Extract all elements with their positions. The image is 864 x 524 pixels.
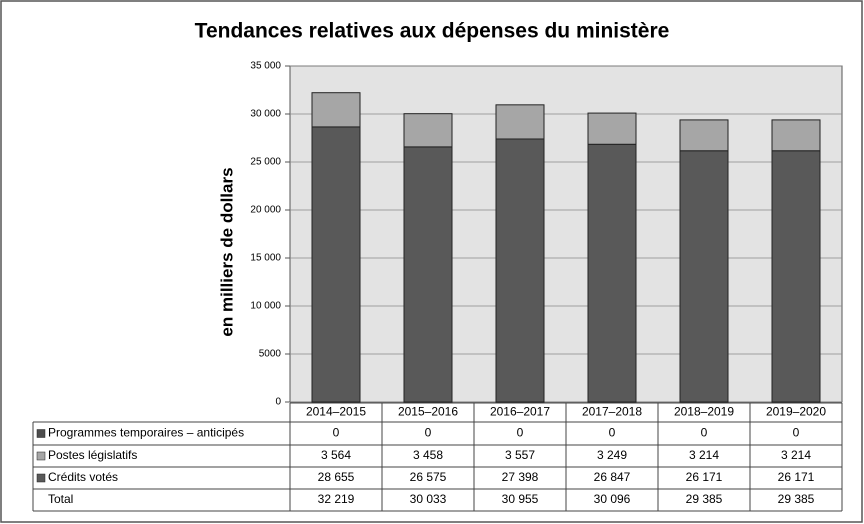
table-value: 26 171 — [686, 470, 723, 484]
bar-segment — [495, 104, 545, 140]
x-tick-label: 2016–2017 — [490, 405, 550, 419]
table-total: 29 385 — [686, 492, 723, 506]
table-total: 30 033 — [410, 492, 447, 506]
bar-segment — [679, 119, 729, 152]
legend-swatch — [36, 451, 46, 461]
table-total: 29 385 — [778, 492, 815, 506]
x-tick-label: 2017–2018 — [582, 405, 642, 419]
y-tick-label: 35 000 — [250, 61, 281, 72]
x-tick-label: 2015–2016 — [398, 405, 458, 419]
bar-segment — [403, 146, 453, 403]
table-value: 0 — [701, 426, 708, 440]
table-value: 3 214 — [781, 448, 811, 462]
table-value: 3 214 — [689, 448, 719, 462]
plot-area — [289, 65, 843, 403]
bar-segment — [771, 150, 821, 403]
table-total: 30 096 — [594, 492, 631, 506]
table-value: 26 575 — [410, 470, 447, 484]
y-tick-label: 20 000 — [250, 205, 281, 216]
table-value: 27 398 — [502, 470, 539, 484]
y-tick-label: 30 000 — [250, 109, 281, 120]
y-tick-label: 15 000 — [250, 253, 281, 264]
bar-segment — [587, 112, 637, 145]
bar-segment — [311, 126, 361, 403]
table-total: 32 219 — [318, 492, 355, 506]
legend-label: Programmes temporaires – anticipés — [48, 426, 244, 440]
table-value: 0 — [425, 426, 432, 440]
table-value: 0 — [609, 426, 616, 440]
bar-segment — [495, 138, 545, 403]
bar-segment — [679, 150, 729, 403]
table-value: 0 — [333, 426, 340, 440]
table-value: 3 557 — [505, 448, 535, 462]
legend-swatch — [36, 429, 46, 438]
table-value: 28 655 — [318, 470, 355, 484]
bar-segment — [771, 119, 821, 152]
chart-title: Tendances relatives aux dépenses du mini… — [195, 20, 670, 43]
table-value: 26 171 — [778, 470, 815, 484]
table-value: 3 564 — [321, 448, 351, 462]
table-value: 0 — [517, 426, 524, 440]
table-value: 3 458 — [413, 448, 443, 462]
x-tick-label: 2018–2019 — [674, 405, 734, 419]
bar-segment — [311, 92, 361, 128]
table-value: 3 249 — [597, 448, 627, 462]
table-total: 30 955 — [502, 492, 539, 506]
y-tick-label: 5000 — [259, 349, 282, 360]
table-value: 0 — [793, 426, 800, 440]
y-tick-label: 25 000 — [250, 157, 281, 168]
x-tick-label: 2019–2020 — [766, 405, 826, 419]
y-axis-label: en milliers de dollars — [217, 167, 236, 336]
y-tick-label: 10 000 — [250, 301, 281, 312]
legend-swatch — [36, 473, 46, 483]
x-tick-label: 2014–2015 — [306, 405, 366, 419]
y-tick-label: 0 — [275, 397, 281, 408]
table-value: 26 847 — [594, 470, 631, 484]
legend-label: Crédits votés — [48, 470, 118, 484]
total-label: Total — [48, 492, 73, 506]
bar-segment — [587, 143, 637, 403]
legend-label: Postes législatifs — [48, 448, 137, 462]
bar-segment — [403, 113, 453, 148]
